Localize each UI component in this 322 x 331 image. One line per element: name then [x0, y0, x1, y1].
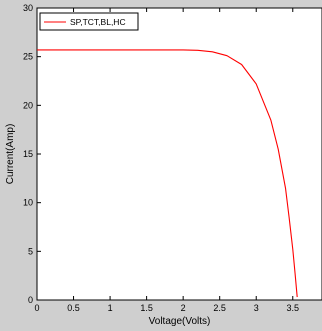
x-tick-label: 3 [254, 303, 259, 313]
series-layer [37, 49, 298, 298]
axis-ticks: 0 0.5 1 1.5 2 2.5 3 3.5 0 5 10 15 20 25 30 [23, 3, 299, 313]
y-tick-label: 5 [28, 246, 33, 256]
legend: SP,TCT,BL,HC [39, 12, 139, 31]
y-tick-label: 30 [23, 3, 33, 13]
y-tick-label: 0 [28, 295, 33, 305]
x-tick-label: 1 [108, 303, 113, 313]
y-tick-label: 15 [23, 149, 33, 159]
series-line [37, 49, 298, 298]
x-axis-label: Voltage(Volts) [149, 316, 211, 326]
y-axis-label: Current(Amp) [5, 124, 16, 185]
legend-box [39, 12, 139, 31]
y-tick-label: 10 [23, 198, 33, 208]
plot-area [36, 7, 322, 301]
x-tick-label: 3.5 [287, 303, 300, 313]
y-tick-label: 25 [23, 52, 33, 62]
x-tick-label: 0.5 [67, 303, 80, 313]
x-tick-label: 2.5 [213, 303, 226, 313]
y-tick-label: 20 [23, 100, 33, 110]
legend-label: SP,TCT,BL,HC [70, 17, 126, 27]
x-tick-label: 0 [34, 303, 39, 313]
x-tick-label: 1.5 [140, 303, 153, 313]
x-tick-label: 2 [181, 303, 186, 313]
